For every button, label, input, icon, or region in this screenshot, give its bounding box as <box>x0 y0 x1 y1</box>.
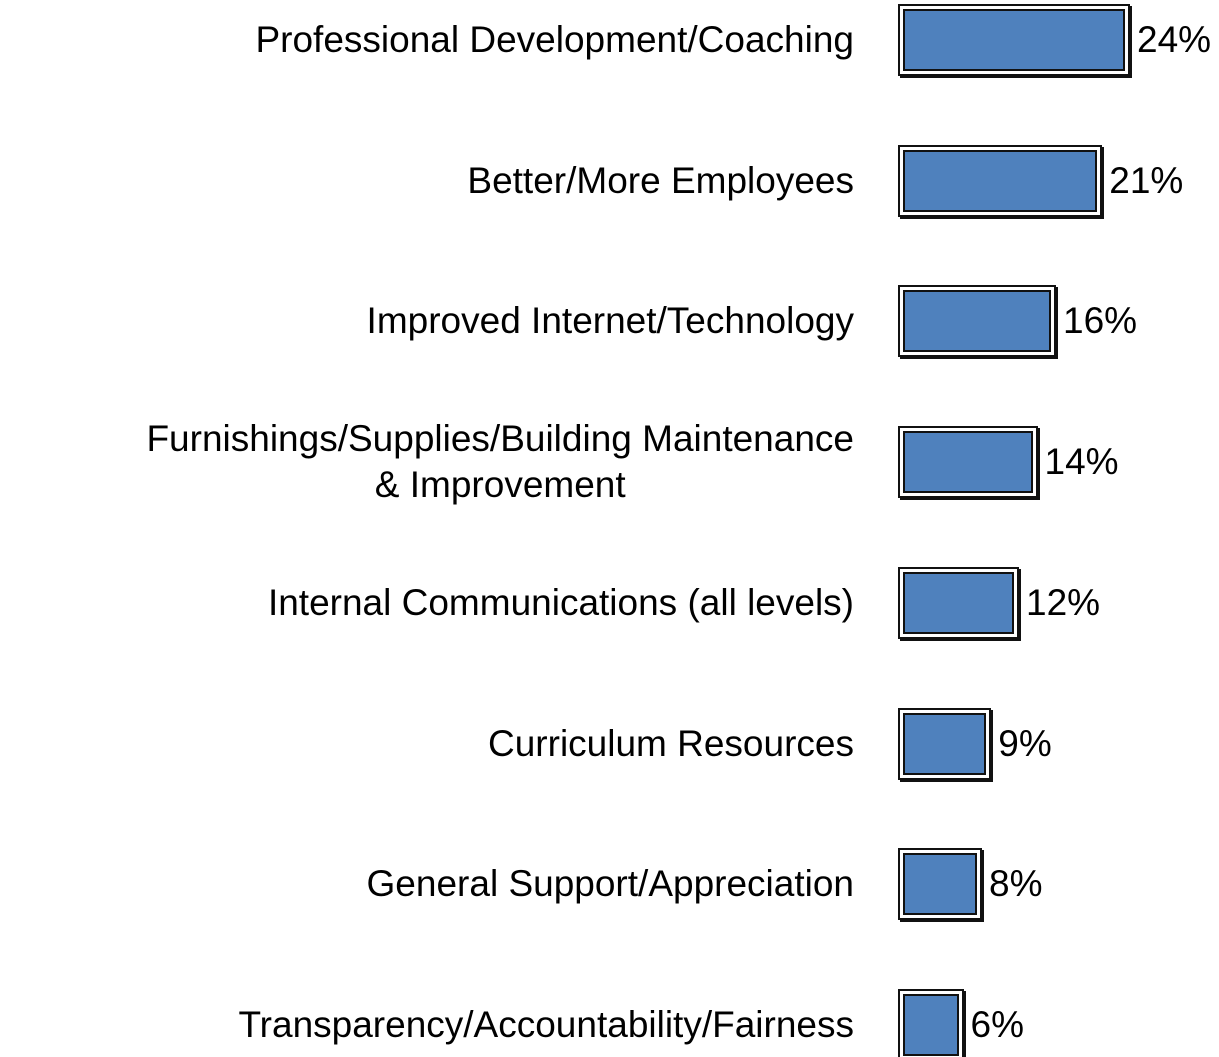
category-label: Professional Development/Coaching <box>255 18 854 60</box>
bar <box>903 290 1051 353</box>
bar <box>903 149 1098 212</box>
category-label: Transparency/Accountability/Fairness <box>238 1003 854 1045</box>
category-label: General Support/Appreciation <box>366 863 854 905</box>
category-label: Furnishings/Supplies/Building Maintenanc… <box>146 417 854 506</box>
bar <box>903 853 977 916</box>
category-label: Curriculum Resources <box>488 722 854 764</box>
value-label: 12% <box>1026 581 1101 623</box>
category-label: Better/More Employees <box>467 159 854 201</box>
value-label: 24% <box>1137 19 1212 60</box>
bar <box>903 712 987 775</box>
value-label: 9% <box>998 722 1052 764</box>
category-label: Improved Internet/Technology <box>366 300 854 342</box>
value-label: 8% <box>989 863 1043 905</box>
category-label: Internal Communications (all levels) <box>267 581 854 623</box>
bar <box>903 993 959 1056</box>
bar <box>903 571 1014 634</box>
value-label: 14% <box>1044 441 1119 483</box>
bar <box>903 431 1033 494</box>
value-label: 16% <box>1063 300 1138 342</box>
bar <box>903 9 1125 71</box>
value-label: 6% <box>970 1003 1024 1045</box>
value-label: 21% <box>1109 159 1184 201</box>
